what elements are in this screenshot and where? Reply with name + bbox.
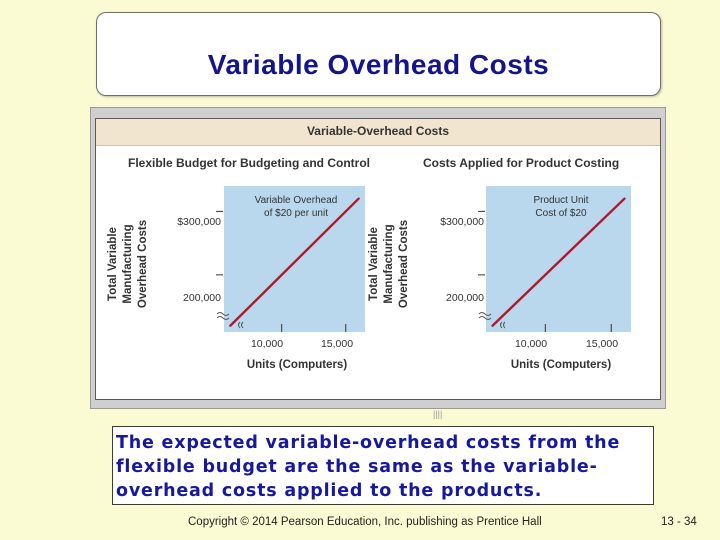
right-annotation-line1: Product Unit (533, 195, 589, 206)
right-y-axis-break-icon (478, 312, 492, 320)
right-y-tick-label: 200,000 (446, 292, 484, 304)
right-annotation-line2: Cost of $20 (535, 208, 587, 219)
slide-title: Variable Overhead Costs (207, 49, 550, 80)
summary-text: The expected variable-overhead costs fro… (112, 426, 654, 505)
charts-svg (216, 197, 626, 332)
right-series-line (491, 197, 626, 327)
left-chart-title: Flexible Budget for Budgeting and Contro… (128, 156, 370, 170)
copyright-footer: Copyright © 2014 Pearson Education, Inc.… (188, 516, 542, 528)
right-x-tick-label: 10,000 (514, 338, 548, 350)
left-annotation-line2: of $20 per unit (264, 208, 328, 219)
left-series-line (229, 197, 360, 327)
right-x-axis-label: Units (Computers) (510, 359, 612, 371)
right-chart-title: Costs Applied for Product Costing (423, 156, 620, 170)
resize-grip-icon: |||| (433, 409, 443, 419)
left-annotation: Variable Overhead of $20 per unit (231, 194, 361, 220)
figure-title-bar: Variable-Overhead Costs (96, 119, 660, 146)
figure-frame: Variable-Overhead Costs Flexible Budget … (90, 107, 666, 419)
figure-panel: Variable-Overhead Costs Flexible Budget … (95, 118, 661, 419)
left-x-tick-label: 15,000 (320, 338, 354, 350)
right-x-tick-label: 15,000 (585, 338, 619, 350)
left-x-axis-label: Units (Computers) (246, 359, 348, 371)
figure-title: Variable-Overhead Costs (306, 124, 450, 138)
page-number: 13 - 34 (661, 516, 697, 528)
right-x-axis-break-icon (500, 321, 506, 329)
left-x-tick-label: 10,000 (250, 338, 284, 350)
right-annotation: Product Unit Cost of $20 (496, 194, 626, 220)
left-x-axis-break-icon (238, 321, 244, 329)
title-box: Variable Overhead Costs (96, 12, 661, 96)
left-y-axis-break-icon (216, 312, 230, 320)
right-y-tick-label: $300,000 (440, 216, 484, 228)
left-y-tick-label: 200,000 (183, 292, 221, 304)
left-annotation-line1: Variable Overhead (254, 195, 338, 206)
left-y-tick-label: $300,000 (177, 216, 221, 228)
